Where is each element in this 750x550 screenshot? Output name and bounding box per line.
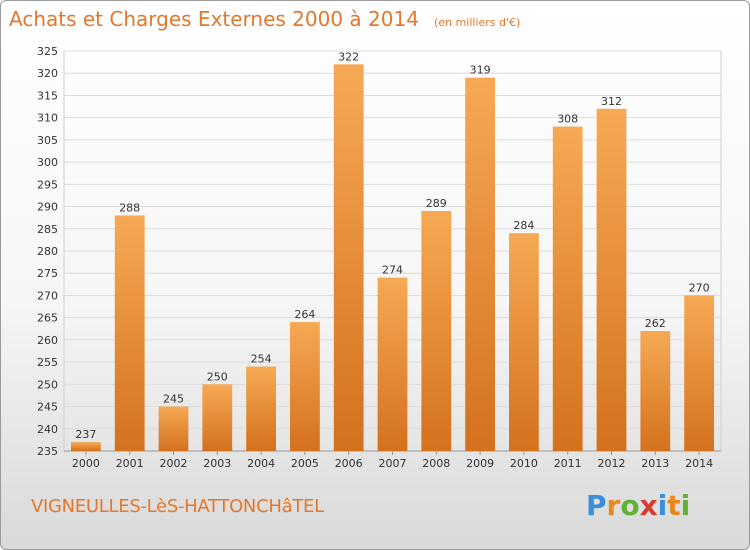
y-tick-label: 280 <box>37 245 58 258</box>
data-label: 254 <box>251 353 272 366</box>
y-tick-label: 235 <box>37 445 58 458</box>
data-label: 245 <box>163 393 184 406</box>
y-tick-label: 270 <box>37 289 58 302</box>
y-tick-label: 275 <box>37 267 58 280</box>
y-tick-label: 300 <box>37 156 58 169</box>
data-label: 237 <box>75 428 96 441</box>
data-label: 288 <box>119 201 140 214</box>
logo-letter: r <box>606 489 621 522</box>
y-tick-label: 325 <box>37 45 58 58</box>
y-tick-label: 250 <box>37 378 58 391</box>
data-label: 289 <box>426 197 447 210</box>
logo-letter: P <box>586 489 607 522</box>
data-label: 308 <box>557 113 578 126</box>
y-tick-label: 245 <box>37 401 58 414</box>
y-tick-label: 285 <box>37 223 58 236</box>
commune-name: VIGNEULLES-LèS-HATTONCHâTEL <box>31 496 324 517</box>
x-tick-label: 2012 <box>598 457 626 470</box>
logo-letter: i <box>657 489 668 522</box>
title-row: Achats et Charges Externes 2000 à 2014 (… <box>9 7 520 31</box>
bar-2003[interactable] <box>202 384 233 451</box>
x-tick-label: 2010 <box>510 457 538 470</box>
x-tick-label: 2009 <box>466 457 494 470</box>
y-tick-label: 290 <box>37 201 58 214</box>
chart-subtitle: (en milliers d'€) <box>434 16 521 29</box>
data-label: 322 <box>338 50 359 63</box>
x-tick-label: 2007 <box>379 457 407 470</box>
bar-2010[interactable] <box>509 233 539 451</box>
data-label: 274 <box>382 264 403 277</box>
y-tick-label: 240 <box>37 423 58 436</box>
bar-2001[interactable] <box>114 215 145 451</box>
y-tick-label: 260 <box>37 334 58 347</box>
chart-title: Achats et Charges Externes 2000 à 2014 <box>9 7 419 31</box>
x-tick-label: 2003 <box>203 457 231 470</box>
proxiti-logo[interactable]: Proxiti <box>586 489 690 522</box>
x-tick-label: 2006 <box>335 457 363 470</box>
y-tick-label: 310 <box>37 112 58 125</box>
bar-2006[interactable] <box>333 64 364 452</box>
x-tick-label: 2005 <box>291 457 319 470</box>
bar-2008[interactable] <box>421 211 452 451</box>
bar-2002[interactable] <box>158 406 189 451</box>
x-axis-ticks: 2000 2001 2002 2003 2004 2005 2006 2007 2008 2009… <box>72 451 713 470</box>
data-label: 319 <box>470 64 491 77</box>
y-tick-label: 295 <box>37 178 58 191</box>
x-tick-label: 2014 <box>685 457 713 470</box>
x-tick-label: 2008 <box>422 457 450 470</box>
bar-2011[interactable] <box>552 126 583 452</box>
bar-2014[interactable] <box>684 295 714 451</box>
x-tick-label: 2004 <box>247 457 275 470</box>
data-label: 284 <box>513 219 534 232</box>
data-label: 250 <box>207 370 228 383</box>
bars <box>71 64 714 452</box>
logo-letter: i <box>680 489 691 522</box>
y-tick-label: 315 <box>37 89 58 102</box>
bar-2007[interactable] <box>377 277 408 451</box>
bar-2004[interactable] <box>246 366 276 451</box>
data-label: 270 <box>689 281 710 294</box>
logo-letter: t <box>667 489 681 522</box>
y-tick-label: 320 <box>37 67 58 80</box>
bar-2005[interactable] <box>290 322 320 451</box>
x-tick-label: 2013 <box>641 457 669 470</box>
x-tick-label: 2001 <box>116 457 144 470</box>
data-label: 312 <box>601 95 622 108</box>
x-tick-label: 2000 <box>72 457 100 470</box>
data-label: 264 <box>294 308 315 321</box>
y-tick-label: 265 <box>37 312 58 325</box>
bar-2012[interactable] <box>596 108 627 452</box>
y-tick-label: 255 <box>37 356 58 369</box>
data-label: 262 <box>645 317 666 330</box>
logo-letter: o <box>620 489 640 522</box>
y-axis-ticks: 235 240 245 250 255 260 265 270 275 280 285 290 295 3… <box>37 45 58 458</box>
x-tick-label: 2011 <box>554 457 582 470</box>
bar-2000[interactable] <box>71 442 101 451</box>
logo-letter: x <box>639 489 658 522</box>
y-tick-label: 305 <box>37 134 58 147</box>
x-tick-label: 2002 <box>160 457 188 470</box>
data-labels: 237 288 245 250 254 264 322 274 289 319 284 308 312 2… <box>75 50 709 441</box>
bar-2009[interactable] <box>465 77 495 452</box>
bar-2013[interactable] <box>640 331 671 451</box>
